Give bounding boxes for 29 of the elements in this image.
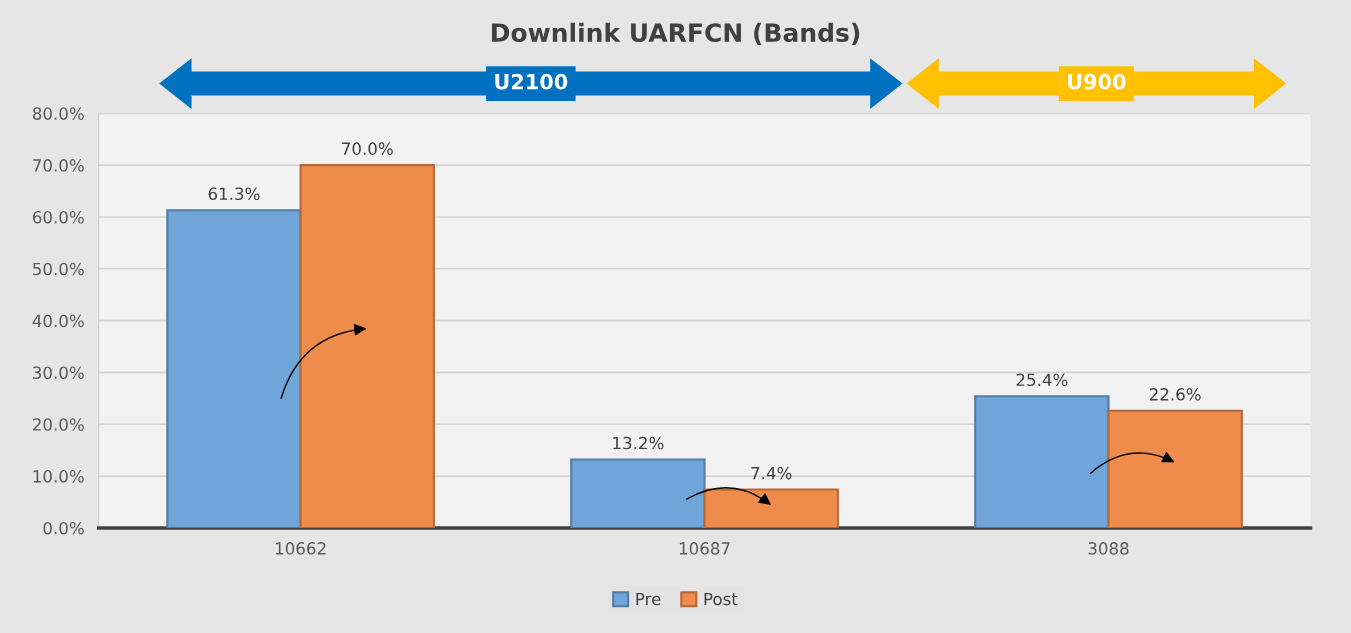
y-tick-label: 20.0% — [33, 418, 84, 431]
text: U2100 — [495, 73, 568, 90]
y-tick-label: 60.0% — [32, 210, 84, 224]
data-label: 7.4% — [751, 466, 792, 480]
legend-label: Pre — [636, 592, 661, 606]
data-label: 13.2% — [613, 436, 664, 450]
y-tick-label: 40.0% — [32, 314, 84, 328]
x-tick-label: 10687 — [679, 542, 730, 555]
data-label: 22.6% — [1149, 388, 1201, 401]
x-tick-label: 10662 — [275, 542, 326, 555]
y-tick-label: 50.0% — [33, 262, 84, 276]
bar — [974, 395, 1110, 528]
y-tick-label: 0.0% — [43, 521, 84, 535]
y-tick-label: 30.0% — [33, 366, 84, 380]
y-tick-label: 80.0% — [32, 107, 84, 120]
chart-title: Downlink UARFCN (Bands) — [491, 22, 860, 46]
x-tick-label: 3088 — [1088, 542, 1129, 555]
y-tick-label: 10.0% — [33, 470, 84, 483]
bar — [1107, 409, 1243, 528]
bar — [299, 164, 435, 528]
text: U900 — [1068, 73, 1126, 90]
data-label: 61.3% — [208, 187, 260, 201]
bar — [166, 209, 302, 528]
bar — [703, 488, 839, 528]
data-label: 25.4% — [1016, 373, 1068, 387]
data-label: 70.0% — [342, 142, 393, 155]
legend-label: Post — [704, 592, 738, 606]
y-tick-label: 70.0% — [33, 159, 84, 172]
bar — [570, 458, 706, 528]
